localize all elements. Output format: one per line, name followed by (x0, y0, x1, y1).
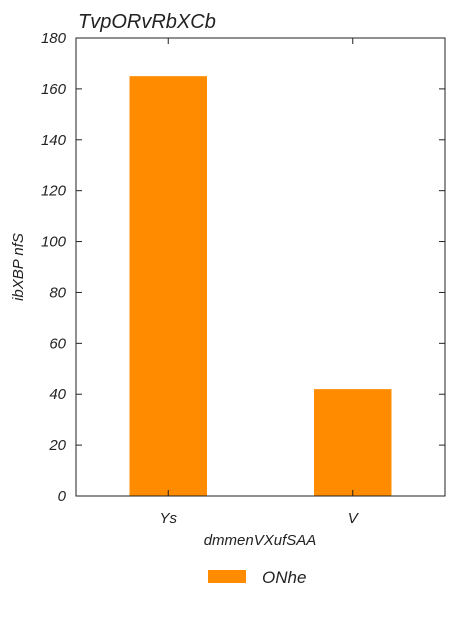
x-axis-label: dmmenVXufSAA (204, 532, 317, 549)
x-tick-label: Ys (159, 510, 177, 527)
y-tick-label: 180 (41, 30, 67, 47)
y-axis-label: ibXBP nfS (10, 233, 27, 301)
y-tick-label: 20 (48, 437, 66, 454)
chart-title: TvpORvRbXCb (78, 11, 216, 33)
legend: ONhe (208, 568, 306, 587)
y-tick-label: 60 (49, 335, 66, 352)
y-tick-label: 40 (49, 386, 66, 403)
y-tick-label: 100 (41, 234, 67, 251)
y-tick-label: 160 (41, 81, 67, 98)
bar-v (314, 389, 392, 496)
legend-label: ONhe (262, 568, 306, 587)
legend-swatch (208, 570, 246, 583)
y-tick-label: 0 (58, 488, 67, 505)
y-tick-label: 80 (49, 284, 66, 301)
plot-frame (75, 37, 446, 497)
plot-area: 0 20 40 60 80 100 120 140 160 180 Ys V (41, 30, 446, 527)
y-tick-label: 120 (41, 183, 67, 200)
bar-ys (129, 76, 207, 497)
x-tick-label: V (348, 510, 360, 527)
y-tick-label: 140 (41, 132, 67, 149)
